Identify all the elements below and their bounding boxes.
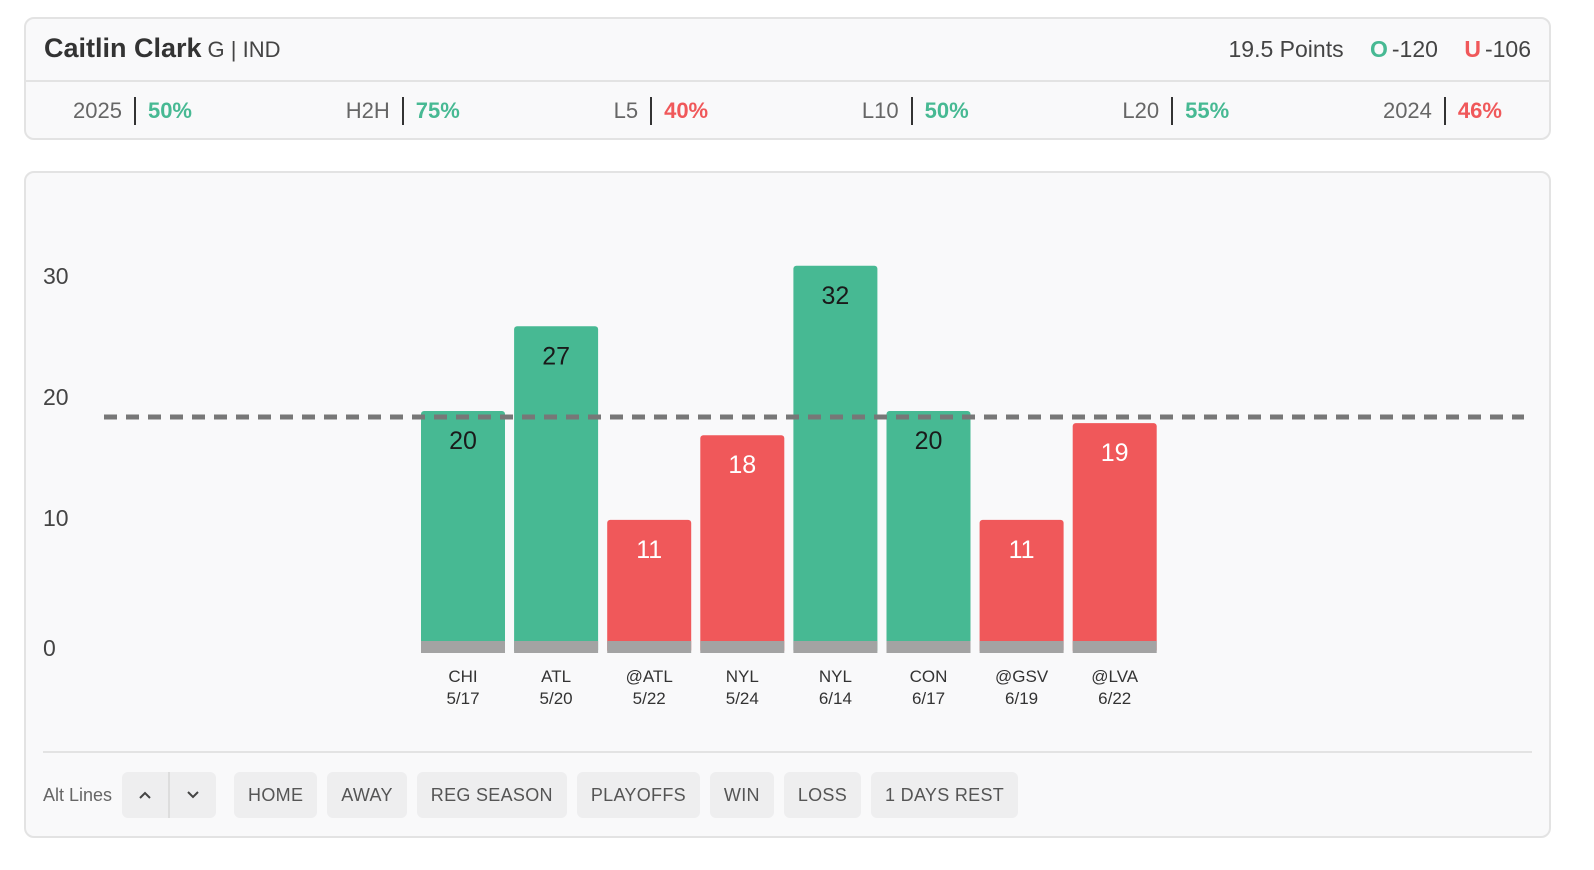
x-category-label: CHI <box>448 667 477 686</box>
x-category-label: @LVA <box>1091 667 1139 686</box>
over-odds[interactable]: -120 <box>1391 36 1438 62</box>
filter-playoffs-button[interactable]: PLAYOFFS <box>576 772 700 818</box>
bar <box>607 519 692 653</box>
x-category-label: @GSV <box>995 667 1049 686</box>
chart-controls: Alt Lines HOME AWAY REG SEASON PLAYOFFS WIN L… <box>43 771 1028 819</box>
stat-label: H2H <box>345 98 390 123</box>
stat-value: 40% <box>664 98 709 123</box>
bar-base <box>421 641 505 653</box>
prop-line-text: 19.5 Points <box>1228 36 1344 62</box>
x-date-label: 5/20 <box>540 689 573 708</box>
bar <box>793 265 878 653</box>
x-category-label: NYL <box>819 667 852 686</box>
game-log-chart-card: 0 10 20 30 20 CHI 5/17 27 ATL 5/20 11 @ATL 5/22 18 NYL… <box>24 171 1551 838</box>
x-category-label: ATL <box>541 667 571 686</box>
stat-separator <box>650 97 653 125</box>
chevron-down-icon <box>187 791 199 799</box>
stat-label: L10 <box>861 98 899 123</box>
bar-base <box>700 641 785 653</box>
stat-value: 75% <box>415 98 460 123</box>
bar <box>1072 423 1157 653</box>
y-tick-label: 10 <box>43 505 69 531</box>
bar-base <box>607 641 692 653</box>
filter-1-days-rest-button[interactable]: 1 DAYS REST <box>871 772 1019 818</box>
stat-item: H2H 75% <box>346 97 460 125</box>
stat-label: L20 <box>1122 98 1160 123</box>
x-date-label: 5/22 <box>633 689 666 708</box>
stat-item: L20 55% <box>1122 97 1229 125</box>
stat-separator <box>1171 97 1174 125</box>
alt-line-up-button[interactable] <box>122 772 171 818</box>
y-tick-label: 30 <box>43 263 69 289</box>
bar-value-label: 18 <box>728 451 756 479</box>
stat-value: 46% <box>1457 98 1502 123</box>
stat-value: 50% <box>924 98 969 123</box>
filter-away-button[interactable]: AWAY <box>327 772 407 818</box>
player-title: Caitlin Clark G | IND <box>44 33 281 64</box>
x-date-label: 6/14 <box>819 689 852 708</box>
bar-base <box>1072 641 1157 653</box>
bar-value-label: 20 <box>915 427 943 455</box>
bar-base <box>886 641 971 653</box>
stat-value: 50% <box>147 98 192 123</box>
x-date-label: 5/17 <box>446 689 479 708</box>
alt-line-down-button[interactable] <box>170 772 216 818</box>
stat-item: L5 40% <box>613 97 709 125</box>
over-icon: O <box>1370 36 1388 62</box>
x-date-label: 5/24 <box>726 689 759 708</box>
x-date-label: 6/19 <box>1005 689 1038 708</box>
divider <box>43 751 1532 753</box>
x-category-label: @ATL <box>626 667 673 686</box>
alt-lines-stepper <box>122 772 217 818</box>
stat-separator <box>133 97 136 125</box>
stat-item: 2025 50% <box>73 97 192 125</box>
bar-value-label: 27 <box>542 342 570 370</box>
filter-loss-button[interactable]: LOSS <box>783 772 862 818</box>
bar-base <box>793 641 878 653</box>
game-log-chart: 0 10 20 30 20 CHI 5/17 27 ATL 5/20 11 @ATL 5/22 18 NYL… <box>43 263 1524 708</box>
bar-value-label: 11 <box>1009 536 1035 564</box>
x-date-label: 6/22 <box>1098 689 1131 708</box>
player-name: Caitlin Clark <box>44 33 202 63</box>
player-header-card: Caitlin Clark G | IND 19.5 Points O -120 U… <box>24 17 1551 140</box>
bar-value-label: 20 <box>449 427 477 455</box>
stat-item: 2024 46% <box>1383 97 1502 125</box>
stat-label: L5 <box>613 98 639 123</box>
bar <box>886 411 971 653</box>
filter-home-button[interactable]: HOME <box>234 772 318 818</box>
under-icon: U <box>1464 36 1481 62</box>
x-date-label: 6/17 <box>912 689 945 708</box>
hit-rate-stats: 2025 50% H2H 75% L5 40% L10 50% L20 55% 2024 46% <box>26 82 1549 140</box>
bar <box>421 411 505 653</box>
stat-separator <box>401 97 404 125</box>
bar-value-label: 11 <box>636 536 662 564</box>
y-tick-label: 20 <box>43 384 69 410</box>
bar <box>514 326 599 653</box>
bar <box>700 435 785 653</box>
stat-separator <box>910 97 913 125</box>
stat-separator <box>1443 97 1446 125</box>
player-position-team: G | IND <box>207 37 281 62</box>
bar-base <box>979 641 1064 653</box>
alt-lines-label: Alt Lines <box>43 784 113 805</box>
stat-label: 2024 <box>1382 98 1432 123</box>
under-odds[interactable]: -106 <box>1484 36 1531 62</box>
x-category-label: CON <box>910 667 948 686</box>
chevron-up-icon <box>139 791 151 799</box>
bar <box>979 519 1064 653</box>
stat-value: 55% <box>1185 98 1230 123</box>
filter-reg-season-button[interactable]: REG SEASON <box>416 772 567 818</box>
y-tick-label: 0 <box>43 635 56 661</box>
bar-base <box>514 641 599 653</box>
x-category-label: NYL <box>726 667 759 686</box>
filter-win-button[interactable]: WIN <box>709 772 774 818</box>
stat-label: 2025 <box>73 98 122 123</box>
bar-value-label: 32 <box>821 282 849 310</box>
filter-buttons: HOME AWAY REG SEASON PLAYOFFS WIN LOSS 1 DAYS … <box>234 772 1028 818</box>
stat-item: L10 50% <box>862 97 969 125</box>
bar-value-label: 19 <box>1101 439 1129 467</box>
player-header: Caitlin Clark G | IND 19.5 Points O -120 U… <box>26 19 1549 82</box>
prop-line: 19.5 Points O -120 U -106 <box>1229 36 1531 63</box>
